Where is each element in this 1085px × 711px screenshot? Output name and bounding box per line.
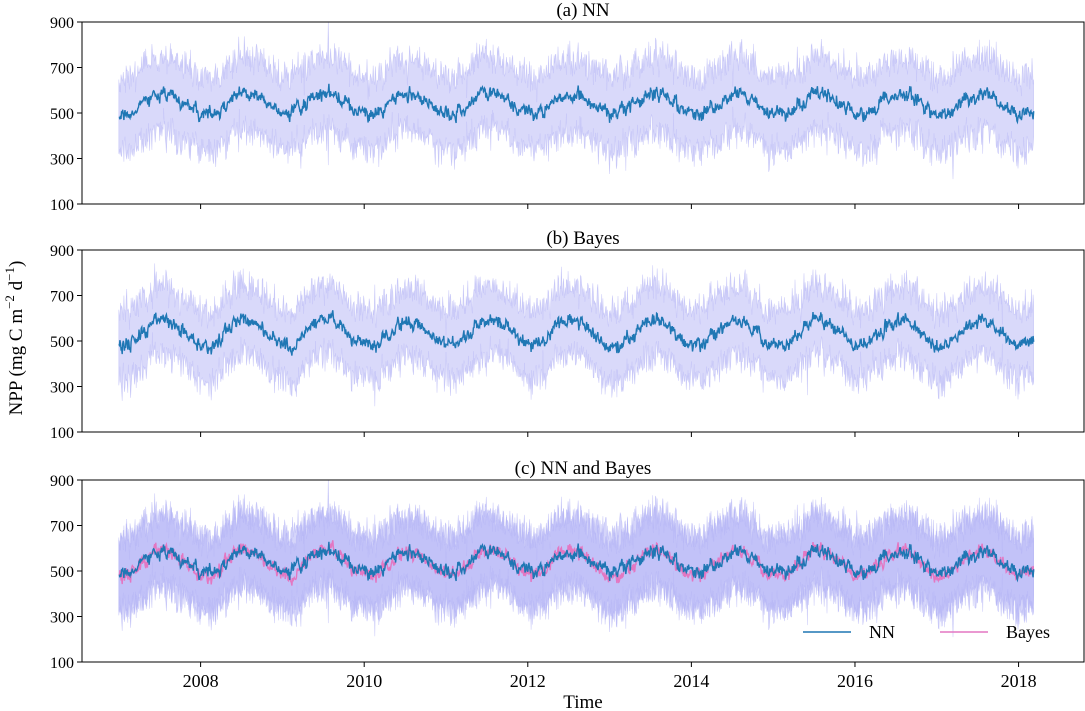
y-tick-label: 100 bbox=[50, 655, 74, 672]
panel-title: (a) NN bbox=[556, 0, 610, 21]
plot-area bbox=[118, 263, 1035, 407]
uncertainty-band-nn bbox=[118, 22, 1034, 180]
plot-area bbox=[118, 480, 1035, 638]
plot-area bbox=[118, 22, 1035, 180]
panel-2: 100 300 500 700 900 (b) Bayes bbox=[50, 228, 1085, 442]
y-tick-label: 300 bbox=[50, 380, 74, 397]
y-tick-label: 900 bbox=[50, 473, 74, 490]
x-axis-label: Time bbox=[563, 692, 602, 711]
x-tick-label: 2018 bbox=[1001, 671, 1037, 691]
panel-title: (b) Bayes bbox=[546, 228, 619, 249]
y-tick-label: 900 bbox=[50, 243, 74, 260]
y-tick-label: 100 bbox=[50, 425, 74, 442]
y-tick-label: 300 bbox=[50, 152, 74, 169]
uncertainty-band-bayes bbox=[118, 263, 1034, 407]
y-axis-label-sup1: −2 bbox=[2, 295, 17, 309]
y-tick-label: 700 bbox=[50, 61, 74, 78]
x-tick-label: 2012 bbox=[510, 671, 546, 691]
panel-3: 100 300 500 700 900 2008 2010 2012 2014 2016 2018 (… bbox=[50, 458, 1085, 691]
y-axis-label: NPP (mg C m−2 d−1) bbox=[2, 261, 27, 416]
y-tick-label: 500 bbox=[50, 106, 74, 123]
series-line-nn bbox=[118, 83, 1035, 125]
y-tick-label: 500 bbox=[50, 334, 74, 351]
y-axis-label-end: ) bbox=[6, 261, 27, 267]
panels-group: 100 300 500 700 900 (a) NN 100 300 500 700 900 (b) … bbox=[50, 0, 1085, 691]
y-tick-label: 900 bbox=[50, 15, 74, 32]
y-tick-label: 100 bbox=[50, 197, 74, 214]
x-tick-label: 2010 bbox=[346, 671, 382, 691]
y-axis-label-main: NPP (mg C m bbox=[6, 309, 27, 416]
x-tick-label: 2016 bbox=[837, 671, 873, 691]
x-tick-label: 2008 bbox=[183, 671, 219, 691]
x-tick-label: 2014 bbox=[673, 671, 709, 691]
y-tick-label: 700 bbox=[50, 289, 74, 306]
y-tick-label: 500 bbox=[50, 564, 74, 581]
y-axis-label-mid: d bbox=[6, 280, 27, 295]
uncertainty-band-bayes bbox=[118, 493, 1034, 637]
series-line-bayes bbox=[118, 540, 1035, 586]
series-line-bayes bbox=[118, 310, 1035, 356]
legend-label-nn: NN bbox=[869, 622, 895, 642]
y-axis-label-sup2: −1 bbox=[2, 267, 17, 281]
y-tick-label: 300 bbox=[50, 610, 74, 627]
y-tick-label: 700 bbox=[50, 519, 74, 536]
legend-label-bayes: Bayes bbox=[1006, 622, 1050, 642]
panel-title: (c) NN and Bayes bbox=[515, 458, 652, 479]
panel-1: 100 300 500 700 900 (a) NN bbox=[50, 0, 1085, 214]
series-line-nn bbox=[118, 541, 1035, 583]
legend: NN Bayes bbox=[803, 622, 1050, 642]
